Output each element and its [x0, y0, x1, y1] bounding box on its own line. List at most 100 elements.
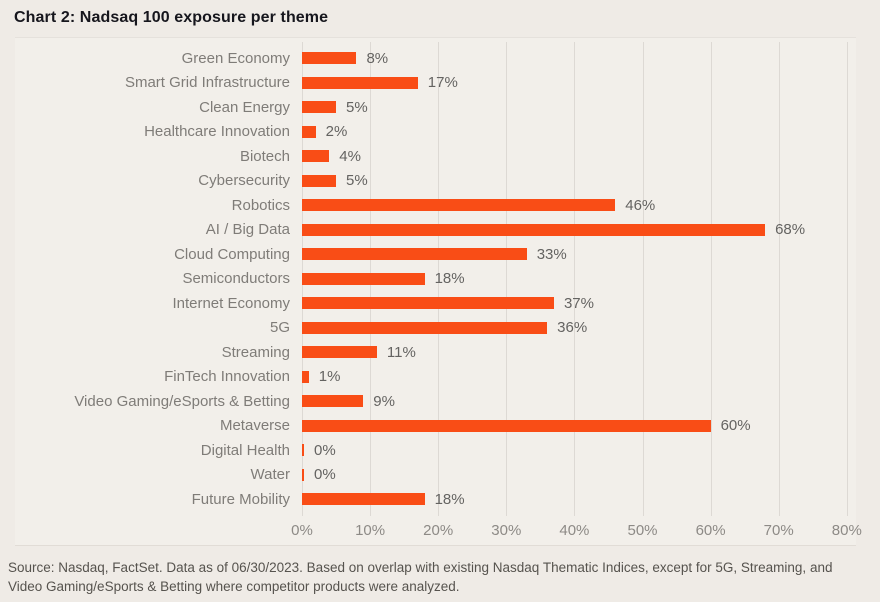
- bar-track: 11%: [302, 340, 856, 365]
- value-label: 1%: [318, 368, 341, 386]
- bar-track: 33%: [302, 242, 856, 267]
- bar-track: 18%: [302, 487, 856, 512]
- x-tick-label: 40%: [559, 522, 590, 539]
- category-label: Robotics: [231, 196, 290, 214]
- category-label: Metaverse: [219, 417, 290, 435]
- bar: [302, 444, 304, 457]
- bar: [302, 76, 418, 89]
- value-label: 36%: [557, 319, 588, 337]
- x-tick-label: 60%: [695, 522, 726, 539]
- gridline: [506, 42, 508, 516]
- x-axis: 0% 10% 20% 30% 40% 50% 60% 70% 80%: [291, 522, 862, 544]
- source-note: Source: Nasdaq, FactSet. Data as of 06/3…: [8, 558, 872, 596]
- bar-track: 2%: [302, 120, 856, 145]
- value-label: 5%: [346, 98, 368, 116]
- chart-row: FinTech Innovation 1%: [15, 365, 856, 390]
- chart-row: 5G 36%: [15, 316, 856, 341]
- value-label: 18%: [434, 270, 465, 288]
- category-label: FinTech Innovation: [164, 368, 290, 386]
- value-label: 0%: [314, 441, 336, 459]
- chart-row: Metaverse 60%: [15, 414, 856, 439]
- category-label: Semiconductors: [182, 270, 290, 288]
- category-label: Digital Health: [200, 441, 290, 459]
- bar-track: 4%: [302, 144, 856, 169]
- bar: [302, 125, 316, 138]
- chart-row: Cloud Computing 33%: [15, 242, 856, 267]
- chart-title: Chart 2: Nadsaq 100 exposure per theme: [14, 9, 329, 26]
- value-label: 2%: [325, 123, 348, 141]
- chart-row: Internet Economy 37%: [15, 291, 856, 316]
- source-note-line-1: Source: Nasdaq, FactSet. Data as of 06/3…: [8, 560, 833, 575]
- bar: [302, 321, 548, 334]
- bar-track: 9%: [302, 389, 856, 414]
- chart-row: Water 0%: [15, 463, 856, 488]
- gridline: [642, 42, 644, 516]
- bar-track: 5%: [302, 95, 856, 120]
- gridline: [846, 42, 848, 516]
- value-label: 5%: [346, 172, 368, 190]
- bar-track: 0%: [302, 463, 856, 488]
- bar: [302, 297, 554, 310]
- value-label: 60%: [720, 417, 751, 435]
- gridline: [438, 42, 440, 516]
- bar: [302, 199, 616, 212]
- bar-track: 18%: [302, 267, 856, 292]
- chart-row: Green Economy 8%: [15, 46, 856, 71]
- category-label: Future Mobility: [191, 490, 290, 508]
- bar-track: 8%: [302, 46, 856, 71]
- category-label: Healthcare Innovation: [144, 123, 290, 141]
- gridline: [574, 42, 576, 516]
- category-label: Cloud Computing: [174, 245, 290, 263]
- gridline: [710, 42, 712, 516]
- x-tick-label: 80%: [831, 522, 862, 539]
- x-tick-label: 70%: [763, 522, 794, 539]
- value-label: 37%: [563, 294, 594, 312]
- chart-panel: Green Economy 8% Smart Grid Infrastructure…: [15, 37, 862, 546]
- value-label: 4%: [339, 147, 361, 165]
- value-label: 33%: [536, 245, 567, 263]
- value-label: 8%: [366, 49, 389, 67]
- chart-row: Future Mobility 18%: [15, 487, 856, 512]
- bar: [302, 150, 330, 163]
- chart-row: Video Gaming/eSports & Betting 9%: [15, 389, 856, 414]
- bar-track: 36%: [302, 316, 856, 341]
- x-tick-label: 0%: [291, 522, 313, 539]
- gridline: [778, 42, 780, 516]
- category-label: Video Gaming/eSports & Betting: [74, 392, 290, 410]
- chart-row: Digital Health 0%: [15, 438, 856, 463]
- bar: [302, 419, 711, 432]
- bar-track: 5%: [302, 169, 856, 194]
- bar-track: 46%: [302, 193, 856, 218]
- bar: [302, 248, 527, 261]
- chart-row: Streaming 11%: [15, 340, 856, 365]
- category-label: Internet Economy: [172, 294, 290, 312]
- bar: [302, 346, 377, 359]
- bar: [302, 223, 766, 236]
- bar-track: 1%: [302, 365, 856, 390]
- chart-rows: Green Economy 8% Smart Grid Infrastructure…: [15, 46, 856, 512]
- category-label: Green Economy: [181, 49, 290, 67]
- category-label: Smart Grid Infrastructure: [124, 74, 290, 92]
- bar-track: 60%: [302, 414, 856, 439]
- category-label: Biotech: [239, 147, 290, 165]
- chart-row: Clean Energy 5%: [15, 95, 856, 120]
- chart-row: Biotech 4%: [15, 144, 856, 169]
- chart-row: Semiconductors 18%: [15, 267, 856, 292]
- x-tick-label: 20%: [423, 522, 454, 539]
- bar: [302, 395, 364, 408]
- category-label: Streaming: [221, 343, 290, 361]
- category-label: AI / Big Data: [205, 221, 290, 239]
- category-label: Water: [250, 466, 290, 484]
- bar-track: 0%: [302, 438, 856, 463]
- x-tick-label: 10%: [355, 522, 386, 539]
- chart-row: Robotics 46%: [15, 193, 856, 218]
- bar: [302, 101, 337, 114]
- bar: [302, 493, 425, 506]
- value-label: 18%: [434, 490, 465, 508]
- bar-track: 68%: [302, 218, 856, 243]
- value-label: 68%: [775, 221, 806, 239]
- x-tick-label: 50%: [627, 522, 658, 539]
- x-tick-label: 30%: [491, 522, 522, 539]
- chart-row: Cybersecurity 5%: [15, 169, 856, 194]
- category-label: 5G: [269, 319, 290, 337]
